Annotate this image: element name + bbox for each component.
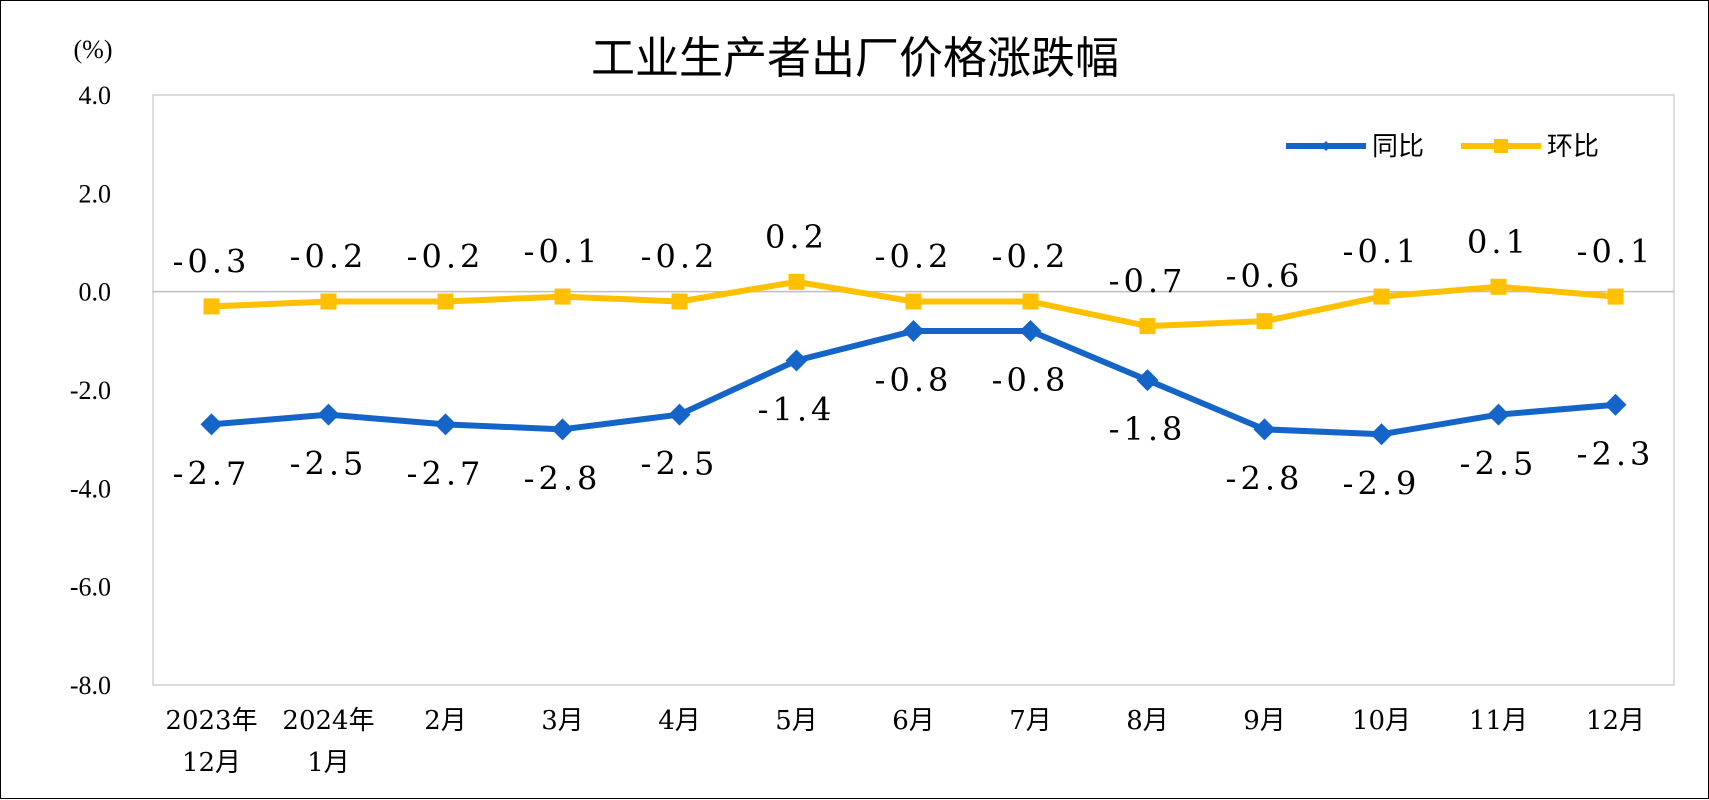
data-point [317, 403, 340, 426]
data-point [905, 293, 922, 310]
data-label: -0.2 [290, 238, 368, 276]
data-label: -0.3 [173, 242, 251, 280]
data-labels: -2.7 -2.5 -2.7 -2.8 -2.5 -1.4 -0.8 -0.8 -1.8 -2.8… [173, 218, 1655, 502]
x-tick-label: 2023年 [165, 706, 257, 736]
plot-area [152, 94, 1675, 686]
x-tick-label: 6月 [892, 706, 935, 736]
x-tick-label: 4月 [658, 706, 701, 736]
y-tick-label: -8.0 [70, 671, 111, 700]
legend: 同比 环比 [1286, 132, 1599, 162]
x-tick-label: 2月 [424, 706, 467, 736]
x-tick-label: 2024年 [282, 706, 374, 736]
data-label: -0.6 [1226, 257, 1304, 295]
data-point [1022, 293, 1039, 310]
x-tick-label: 11月 [1469, 706, 1528, 736]
data-point [320, 293, 337, 310]
data-label: -2.7 [407, 454, 485, 492]
data-point [1604, 393, 1627, 416]
x-axis-ticks: 2023年 12月 2024年 1月 2月 3月 4月 5月 6月 7月 8月 9月 10月 11月 12月 [165, 706, 1645, 778]
x-tick-label: 1月 [307, 748, 350, 778]
y-tick-label: 0.0 [79, 278, 112, 307]
data-label: -2.5 [290, 445, 368, 483]
data-label: -0.2 [407, 238, 485, 276]
y-tick-label: -6.0 [70, 573, 111, 602]
x-tick-label: 9月 [1243, 706, 1286, 736]
x-tick-label: 3月 [541, 706, 584, 736]
data-point [1607, 288, 1624, 305]
data-label: -1.8 [1109, 410, 1187, 448]
data-point [671, 293, 688, 310]
x-tick-label: 5月 [775, 706, 818, 736]
data-point [203, 298, 220, 315]
data-point [551, 418, 574, 441]
data-label: -1.4 [758, 391, 836, 429]
data-point [1256, 313, 1273, 330]
x-tick-label: 12月 [182, 748, 241, 778]
data-point [1490, 278, 1507, 295]
data-label: -2.5 [641, 445, 719, 483]
x-tick-label: 7月 [1009, 706, 1052, 736]
y-tick-label: -4.0 [70, 474, 111, 503]
data-point [668, 403, 691, 426]
data-point [1139, 318, 1156, 335]
data-point [785, 349, 808, 372]
y-tick-label: 2.0 [79, 179, 112, 208]
data-label: -0.2 [875, 238, 953, 276]
data-label: -2.9 [1343, 464, 1421, 502]
chart-title: 工业生产者出厂价格涨跌幅 [591, 33, 1119, 84]
data-point [1019, 320, 1042, 342]
data-point [554, 288, 571, 305]
data-point [1370, 423, 1393, 446]
data-label: -0.7 [1109, 262, 1187, 300]
data-point [1136, 369, 1159, 392]
data-label: -2.3 [1577, 435, 1655, 473]
data-label: -2.8 [1226, 459, 1304, 497]
data-point [437, 293, 454, 310]
data-label: 0.2 [765, 218, 828, 256]
data-point [434, 413, 457, 436]
data-label: -0.1 [1343, 233, 1421, 271]
y-axis-ticks: 4.0 2.0 0.0 -2.0 -4.0 -6.0 -8.0 [70, 81, 111, 700]
data-label: -2.5 [1460, 445, 1538, 483]
legend-label: 环比 [1547, 132, 1599, 162]
data-point [1253, 418, 1276, 441]
data-point [1487, 403, 1510, 426]
legend-swatch-marker [1321, 141, 1331, 151]
data-point [1373, 288, 1390, 305]
x-tick-label: 12月 [1586, 706, 1645, 736]
data-label: -0.2 [641, 238, 719, 276]
y-tick-label: -2.0 [70, 376, 111, 405]
legend-swatch-marker [1494, 139, 1508, 153]
y-axis-unit-label: (%) [74, 35, 113, 64]
data-label: -0.2 [992, 238, 1070, 276]
data-label: -0.1 [524, 233, 602, 271]
data-point [200, 413, 223, 436]
series-layer [200, 273, 1627, 446]
x-tick-label: 10月 [1352, 706, 1411, 736]
data-point [788, 273, 805, 290]
data-label: 0.1 [1467, 223, 1530, 261]
data-label: -2.7 [173, 454, 251, 492]
data-label: -0.8 [875, 361, 953, 399]
x-tick-label: 8月 [1126, 706, 1169, 736]
data-label: -0.1 [1577, 233, 1655, 271]
data-point [902, 320, 925, 342]
data-label: -2.8 [524, 459, 602, 497]
data-label: -0.8 [992, 361, 1070, 399]
legend-label: 同比 [1372, 132, 1424, 162]
y-tick-label: 4.0 [79, 81, 112, 110]
